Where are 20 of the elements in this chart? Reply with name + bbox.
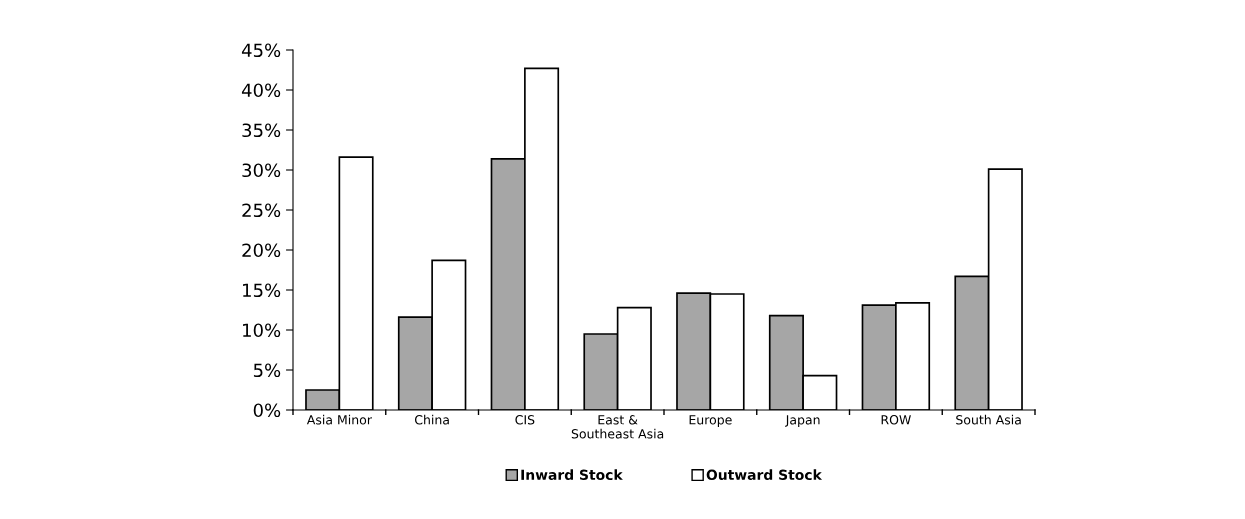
x-tick-label: South Asia xyxy=(956,414,1021,425)
y-tick-label: 35% xyxy=(242,123,281,138)
y-tick-label: 30% xyxy=(242,163,281,178)
x-tick-label: China xyxy=(414,414,449,425)
x-tick-label: Japan xyxy=(785,415,820,427)
y-tick-label: 40% xyxy=(241,83,281,98)
legend-label: Inward Stock xyxy=(521,469,623,481)
x-tick-label: Asia Minor xyxy=(306,414,372,425)
y-tick-label: 20% xyxy=(242,243,281,258)
y-tick-label: 45% xyxy=(241,43,281,58)
y-tick-label: 5% xyxy=(253,363,281,378)
y-tick-label: 25% xyxy=(242,203,281,218)
y-tick-label: 0% xyxy=(253,403,281,418)
x-tick-label: CIS xyxy=(515,415,535,425)
legend-label: Outward Stock xyxy=(706,469,823,481)
y-tick-label: 15% xyxy=(243,283,281,298)
x-tick-label: Europe xyxy=(689,415,732,427)
x-tick-label: East & Southeast Asia xyxy=(571,415,664,439)
x-tick-label: ROW xyxy=(881,415,911,425)
y-tick-label: 10% xyxy=(243,323,281,338)
